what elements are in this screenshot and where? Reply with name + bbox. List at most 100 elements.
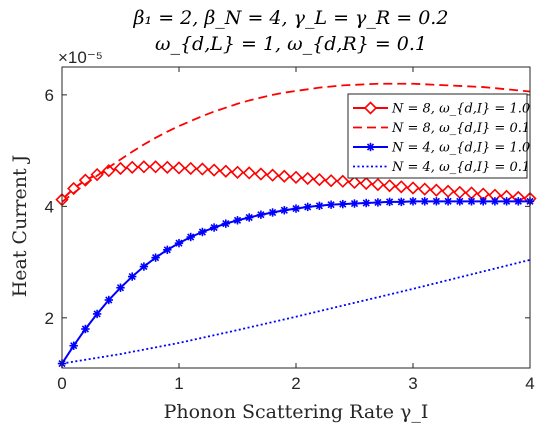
series-3-point	[467, 197, 476, 206]
series-3-point	[268, 208, 277, 217]
series-3-point	[221, 219, 230, 228]
chart-title-line1: β₁ = 2, β_N = 4, γ_L = γ_R = 0.2	[133, 7, 449, 29]
legend-marker	[366, 142, 375, 152]
series-4	[61, 258, 531, 365]
series-1-point	[382, 179, 397, 193]
series-1-point	[219, 164, 233, 178]
series-3-point	[92, 309, 102, 319]
series-1	[55, 160, 537, 207]
series-1-point	[312, 172, 327, 187]
series-3-point	[514, 197, 523, 206]
series-3-point	[233, 216, 242, 225]
axes-layer: 0 1 2 3 4 2 4 6	[45, 66, 535, 393]
series-layer	[55, 82, 537, 368]
series-1-point	[289, 170, 303, 184]
legend: N = 8, ω_{d,I} = 1.0 N = 8, ω_{d,I} = 0.1…	[347, 93, 530, 179]
series-1-point	[418, 182, 432, 196]
series-1-point	[254, 167, 268, 181]
series-3-point	[69, 341, 78, 350]
series-3-point	[174, 238, 184, 248]
series-1-point	[301, 171, 315, 186]
legend-entry-3: N = 4, ω_{d,I} = 1.0	[353, 141, 530, 156]
series-1-point	[429, 183, 444, 197]
series-3-point	[397, 197, 406, 207]
y-tick-label: 4	[45, 197, 54, 216]
series-3-point	[245, 213, 254, 222]
series-1-point	[230, 165, 245, 179]
series-1-point	[207, 163, 221, 177]
series-3-point	[350, 199, 359, 208]
series-3-point	[408, 197, 418, 206]
y-tick-label: 2	[45, 309, 54, 328]
x-tick-label: 2	[291, 374, 300, 393]
series-1-point	[277, 169, 291, 183]
series-1-point	[336, 174, 350, 188]
series-3-point	[209, 223, 219, 232]
series-3-point	[490, 197, 500, 206]
series-3-point	[303, 202, 312, 212]
chart-title-line2: ω_{d,L} = 1, ω_{d,R} = 0.1	[155, 33, 427, 55]
series-1-point	[125, 160, 139, 174]
series-1-point	[184, 161, 198, 176]
x-tick-label: 0	[57, 374, 66, 393]
x-tick-label: 3	[408, 374, 417, 393]
series-3-point	[104, 295, 113, 305]
series-3-point	[338, 199, 347, 209]
series-3-point	[385, 197, 394, 207]
series-3-point	[198, 227, 207, 237]
series-1-point	[172, 161, 186, 175]
legend-label: N = 8, ω_{d,I} = 0.1	[391, 121, 530, 136]
legend-entry-2: N = 8, ω_{d,I} = 0.1	[353, 121, 530, 136]
y-tick-label: 6	[45, 86, 54, 105]
series-3-point	[362, 198, 371, 208]
series-3-point	[479, 197, 488, 206]
legend-entry-4: N = 4, ω_{d,I} = 0.1	[353, 160, 530, 175]
series-1-point	[394, 180, 408, 194]
series-3-point	[326, 200, 336, 209]
legend-label: N = 4, ω_{d,I} = 0.1	[391, 160, 530, 175]
legend-entries: N = 8, ω_{d,I} = 1.0 N = 8, ω_{d,I} = 0.1…	[353, 101, 530, 175]
series-3-point	[128, 272, 137, 281]
series-3-point	[163, 245, 172, 255]
legend-entry-1: N = 8, ω_{d,I} = 1.0	[353, 101, 530, 117]
series-1-point	[347, 175, 362, 190]
series-3-point	[256, 210, 266, 219]
series-1-point	[441, 184, 455, 198]
x-tick-label: 4	[525, 374, 534, 393]
series-3-point	[315, 201, 324, 210]
series-1-point	[113, 161, 128, 176]
series-1-point	[137, 160, 151, 174]
series-1-point	[371, 177, 385, 192]
series-4-line	[61, 258, 531, 365]
legend-label: N = 4, ω_{d,I} = 1.0	[391, 141, 530, 156]
y-axis-exponent-label: ×10⁻⁵	[58, 48, 103, 67]
series-1-point	[242, 166, 256, 180]
series-3-point	[432, 197, 441, 206]
series-3-point	[443, 197, 453, 206]
series-1-point	[359, 176, 373, 191]
series-3	[57, 197, 535, 368]
series-3-point	[502, 197, 511, 206]
series-1-point	[195, 162, 210, 176]
x-tick-label: 1	[174, 374, 183, 393]
series-1-point	[148, 160, 163, 174]
legend-marker	[363, 101, 378, 115]
series-3-point	[420, 197, 429, 206]
series-3-point	[373, 198, 383, 207]
series-3-point	[291, 204, 301, 213]
series-3-point	[280, 206, 289, 215]
series-3-point	[186, 232, 195, 242]
series-3-point	[81, 324, 90, 334]
series-1-point	[102, 164, 116, 178]
series-1-point	[160, 160, 174, 174]
series-3-point	[139, 262, 149, 271]
series-1-point	[265, 168, 280, 182]
series-3-point	[151, 253, 160, 262]
series-3-point	[455, 197, 464, 206]
series-3-point	[116, 283, 125, 292]
legend-label: N = 8, ω_{d,I} = 1.0	[391, 102, 530, 117]
y-axis-label: Heat Current J	[9, 155, 31, 298]
x-axis-label: Phonon Scattering Rate γ_I	[164, 401, 429, 423]
series-1-point	[324, 174, 338, 188]
